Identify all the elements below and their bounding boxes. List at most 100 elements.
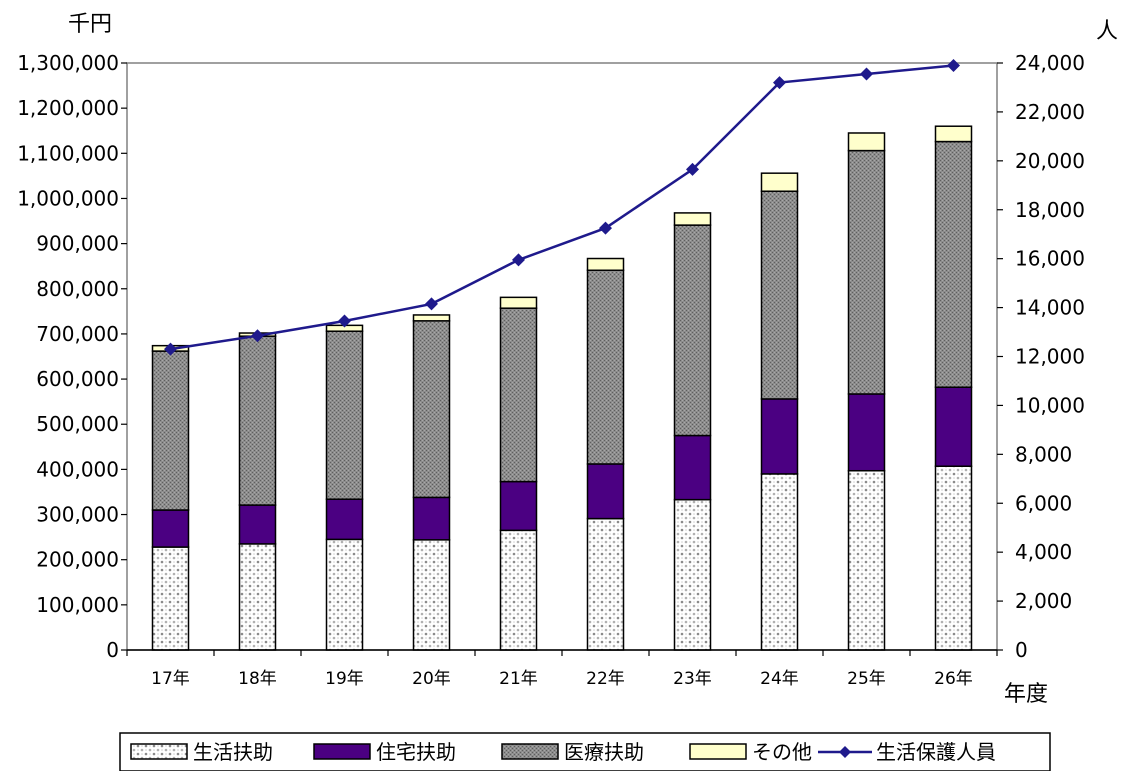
x-tick-label: 23年 (673, 669, 712, 689)
right-tick-label: 12,000 (1015, 345, 1085, 369)
bar-2-9 (847, 393, 886, 472)
bars (151, 125, 973, 651)
right-tick-label: 6,000 (1015, 491, 1072, 515)
line-point-4 (425, 297, 438, 311)
x-tick-label: 25年 (847, 669, 886, 689)
right-tick-label: 18,000 (1015, 198, 1085, 222)
bar-3-4 (412, 320, 451, 499)
x-tick-label: 26年 (934, 669, 973, 689)
left-tick-label: 900,000 (36, 232, 119, 256)
bar-1-2 (238, 543, 277, 651)
line-point-2 (251, 329, 264, 343)
line-point-1 (164, 342, 177, 356)
legend-swatch-1 (130, 743, 188, 760)
bar-2-2 (238, 504, 277, 545)
x-tick-label: 17年 (151, 669, 190, 689)
right-tick-label: 20,000 (1015, 149, 1085, 173)
axes: 0 100,000 200,000 300,000 400,000 500,000 600,… (17, 51, 1085, 689)
line-point-10 (947, 58, 960, 72)
left-axis-unit: 千円 (68, 12, 112, 37)
right-tick-label: 24,000 (1015, 51, 1085, 75)
left-tick-label: 0 (106, 638, 119, 662)
x-tick-label: 21年 (499, 669, 538, 689)
bar-2-6 (586, 463, 625, 520)
bar-4-5 (499, 296, 538, 309)
left-tick-label: 1,000,000 (17, 186, 119, 210)
bar-4-10 (934, 125, 973, 143)
left-tick-label: 700,000 (36, 322, 119, 346)
left-tick-label: 1,200,000 (17, 96, 119, 120)
x-tick-label: 24年 (760, 669, 799, 689)
bar-4-4 (412, 314, 451, 322)
bar-3-10 (934, 140, 973, 388)
right-tick-label: 16,000 (1015, 247, 1085, 271)
bar-2-1 (151, 509, 190, 548)
bar-1-7 (673, 498, 712, 651)
right-tick-label: 8,000 (1015, 442, 1072, 466)
legend-label-5: 生活保護人員 (876, 740, 996, 764)
left-tick-label: 800,000 (36, 277, 119, 301)
bar-2-10 (934, 386, 973, 467)
x-tick-label: 22年 (586, 669, 625, 689)
line-point-3 (338, 314, 351, 328)
left-tick-label: 200,000 (36, 548, 119, 572)
bar-3-6 (586, 269, 625, 465)
left-tick-label: 1,300,000 (17, 51, 119, 75)
bar-3-5 (499, 307, 538, 483)
left-tick-label: 600,000 (36, 367, 119, 391)
line-point-9 (860, 67, 873, 81)
bar-1-4 (412, 539, 451, 651)
line-path (170, 64, 954, 351)
bar-4-7 (673, 212, 712, 226)
legend-label-4: その他 (752, 740, 812, 764)
bar-1-9 (847, 469, 886, 651)
x-tick-label: 20年 (412, 669, 451, 689)
bar-2-8 (760, 398, 799, 475)
bar-1-3 (325, 538, 364, 651)
legend: 生活扶助 住宅扶助 医療扶助 その他 生活保護人員 (119, 732, 1051, 771)
line-point-5 (512, 253, 525, 267)
bar-1-8 (760, 473, 799, 651)
legend-swatch-4 (689, 743, 747, 760)
bar-3-3 (325, 330, 364, 500)
right-tick-label: 10,000 (1015, 393, 1085, 417)
right-tick-label: 0 (1015, 638, 1028, 662)
left-tick-label: 100,000 (36, 593, 119, 617)
bar-2-5 (499, 480, 538, 532)
bar-3-8 (760, 190, 799, 400)
bar-4-6 (586, 257, 625, 272)
legend-label-3: 医療扶助 (564, 740, 644, 764)
bar-1-10 (934, 465, 973, 651)
right-tick-label: 14,000 (1015, 296, 1085, 320)
bar-2-7 (673, 434, 712, 501)
bar-4-8 (760, 172, 799, 192)
left-tick-label: 1,100,000 (17, 141, 119, 165)
x-axis-unit: 年度 (1004, 682, 1048, 707)
x-tick-label: 18年 (238, 669, 277, 689)
bar-4-9 (847, 132, 886, 152)
right-tick-label: 22,000 (1015, 100, 1085, 124)
right-tick-label: 2,000 (1015, 589, 1072, 613)
bar-1-1 (151, 546, 190, 651)
legend-label-2: 住宅扶助 (376, 740, 456, 764)
bar-3-2 (238, 335, 277, 506)
legend-label-1: 生活扶助 (193, 740, 273, 764)
legend-swatch-3 (501, 743, 559, 760)
line-point-6 (599, 221, 612, 235)
bar-1-5 (499, 529, 538, 651)
right-tick-label: 4,000 (1015, 540, 1072, 564)
bar-1-6 (586, 517, 625, 651)
legend-box (119, 732, 1051, 771)
bar-3-7 (673, 224, 712, 437)
left-tick-label: 300,000 (36, 503, 119, 527)
line-series (164, 58, 960, 356)
line-point-8 (773, 76, 786, 90)
left-tick-label: 500,000 (36, 412, 119, 436)
bar-3-1 (151, 350, 190, 511)
left-tick-label: 400,000 (36, 457, 119, 481)
legend-swatch-2 (313, 743, 371, 760)
bar-2-3 (325, 498, 364, 541)
legend-marker (839, 746, 851, 758)
bar-3-9 (847, 149, 886, 395)
